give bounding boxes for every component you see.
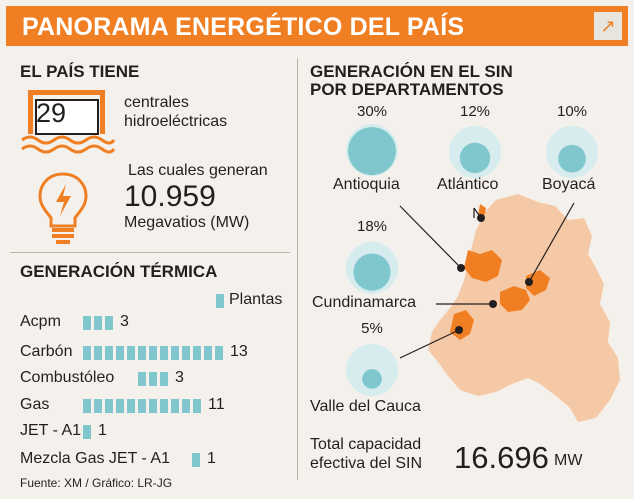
arrow-up-right-icon: ↗	[600, 16, 616, 36]
column-divider	[297, 58, 298, 480]
mw-value: 10.959	[124, 180, 216, 213]
legend-swatch	[216, 294, 224, 308]
bar-value-label: 3	[175, 369, 184, 386]
hydro-count-label-2: hidroeléctricas	[124, 113, 228, 130]
thermal-section-title: GENERACIÓN TÉRMICA	[20, 262, 218, 281]
bar-unit	[192, 453, 200, 467]
bar-category-label: JET - A1	[20, 422, 82, 439]
bar-unit	[83, 346, 91, 360]
page-title: PANORAMA ENERGÉTICO DEL PAÍS	[22, 13, 465, 41]
bubble-value	[353, 253, 391, 291]
lightbulb-icon	[38, 172, 88, 244]
source-footer: Fuente: XM / Gráfico: LR-JG	[20, 476, 173, 490]
bar-unit	[127, 346, 135, 360]
bar-unit	[160, 372, 168, 386]
sin-section-title-1: GENERACIÓN EN EL SIN	[310, 62, 513, 81]
bar-unit	[105, 346, 113, 360]
bar-unit	[204, 346, 212, 360]
bubble-value	[558, 144, 586, 173]
bar-unit	[83, 399, 91, 413]
hydro-section-title: EL PAÍS TIENE	[20, 62, 140, 81]
bar-value-label: 1	[98, 422, 107, 439]
bar-value-label: 13	[230, 343, 248, 360]
bar-category-label: Acpm	[20, 313, 61, 330]
bar-value-label: 11	[208, 396, 225, 413]
bubble-department-label: Boyacá	[542, 176, 596, 193]
total-unit: MW	[554, 452, 583, 469]
generate-text: Las cuales generan	[128, 162, 268, 179]
bubble-value	[362, 369, 382, 389]
bar-unit	[138, 372, 146, 386]
dam-icon	[21, 90, 116, 154]
bar-unit	[94, 316, 102, 330]
share-button[interactable]: ↗	[594, 12, 622, 40]
bubble-value	[348, 127, 396, 176]
bar-unit	[94, 399, 102, 413]
bar-unit	[160, 399, 168, 413]
bubble-percent-label: 5%	[361, 320, 383, 337]
hydro-count-label-1: centrales	[124, 94, 189, 111]
bar-unit	[149, 399, 157, 413]
bubble-percent-label: 10%	[556, 103, 588, 120]
bar-unit	[182, 399, 190, 413]
bar-unit	[138, 399, 146, 413]
bar-unit	[171, 399, 179, 413]
bubble-percent-label: 18%	[356, 218, 388, 235]
bar-unit	[105, 316, 113, 330]
total-value: 16.696	[454, 440, 549, 475]
bar-unit	[160, 346, 168, 360]
bar-unit	[116, 346, 124, 360]
bubble-department-label: Atlántico	[437, 176, 499, 193]
bar-category-label: Mezcla Gas JET - A1	[20, 450, 170, 467]
bar-category-label: Carbón	[20, 343, 73, 360]
bar-unit	[193, 399, 201, 413]
bar-unit	[116, 399, 124, 413]
bar-unit	[193, 346, 201, 360]
legend-label: Plantas	[229, 291, 283, 308]
bubble-value	[459, 142, 491, 174]
bubble-department-label: Antioquia	[333, 176, 400, 193]
bar-value-label: 3	[120, 313, 129, 330]
bar-unit	[149, 372, 157, 386]
hydro-count: 29	[36, 98, 67, 128]
bar-unit	[149, 346, 157, 360]
bar-value-label: 1	[207, 450, 216, 467]
bubble-percent-label: 30%	[356, 103, 388, 120]
bubble-percent-label: 12%	[459, 103, 491, 120]
section-divider	[10, 252, 290, 253]
bar-unit	[182, 346, 190, 360]
bar-unit	[105, 399, 113, 413]
bar-unit	[171, 346, 179, 360]
header-banner: PANORAMA ENERGÉTICO DEL PAÍS ↗	[6, 6, 628, 46]
total-label-1: Total capacidad	[310, 436, 422, 453]
bar-unit	[83, 425, 91, 439]
bar-unit	[138, 346, 146, 360]
bar-unit	[215, 346, 223, 360]
bar-unit	[83, 316, 91, 330]
bar-category-label: Combustóleo	[20, 369, 115, 386]
bar-unit	[127, 399, 135, 413]
bar-unit	[94, 346, 102, 360]
bubble-department-label: Valle del Cauca	[310, 398, 421, 415]
sin-section-title-2: POR DEPARTAMENTOS	[310, 80, 504, 99]
bar-category-label: Gas	[20, 396, 50, 413]
mw-unit: Megavatios (MW)	[124, 214, 250, 231]
total-label-2: efectiva del SIN	[310, 455, 423, 472]
bubble-department-label: Cundinamarca	[312, 294, 417, 311]
